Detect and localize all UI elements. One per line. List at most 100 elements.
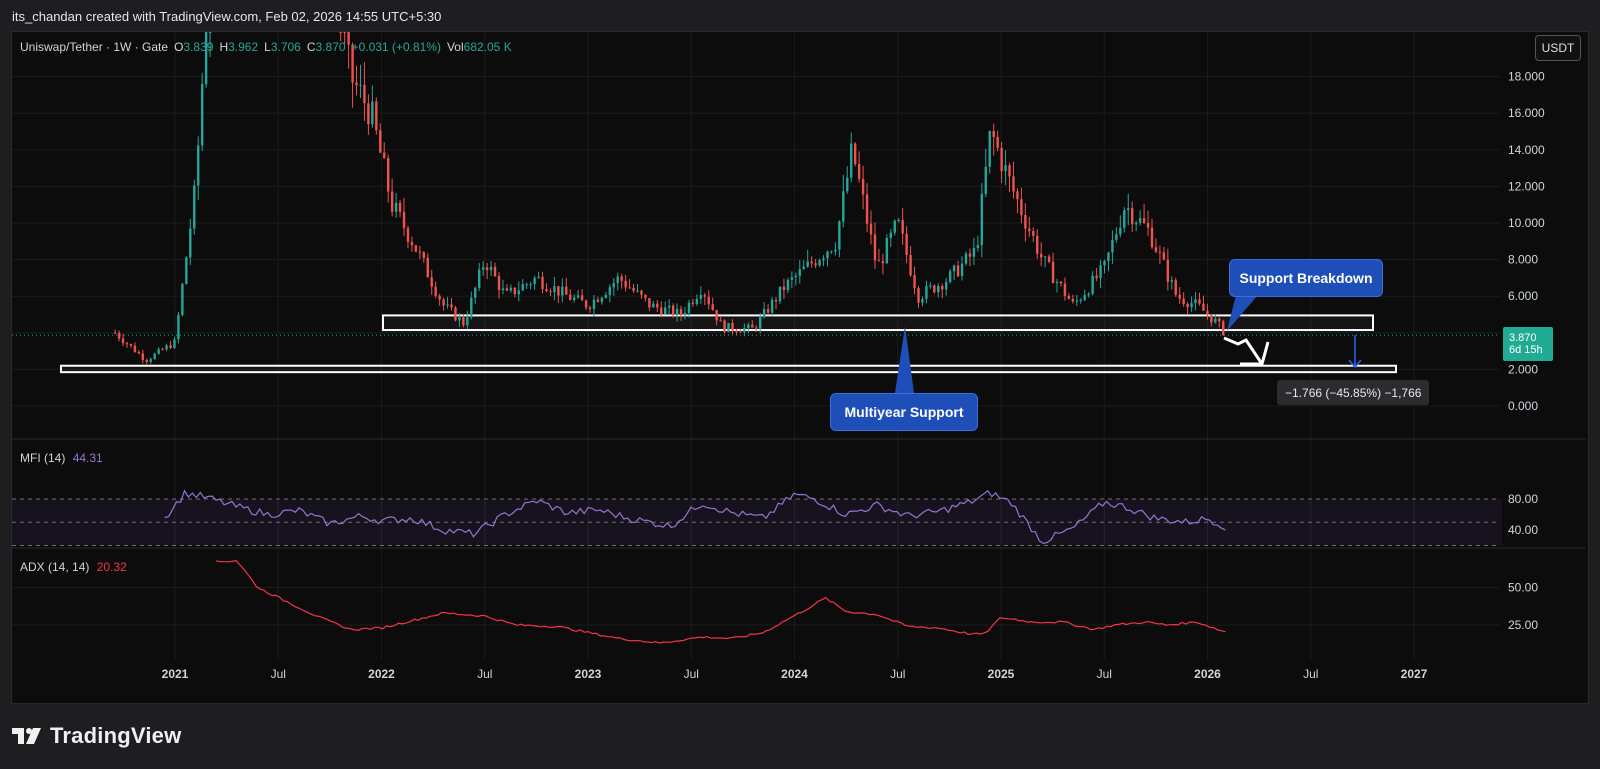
candle-body bbox=[770, 299, 774, 313]
candle-body bbox=[545, 289, 548, 292]
candle-body bbox=[1075, 300, 1079, 302]
candle-body bbox=[157, 349, 160, 354]
candle-body bbox=[1190, 303, 1193, 308]
candle-body bbox=[830, 251, 833, 253]
candle-body bbox=[129, 343, 133, 346]
candle-body bbox=[695, 298, 699, 304]
candle-body bbox=[822, 258, 825, 261]
adx-legend[interactable]: ADX (14, 14) 20.32 bbox=[20, 560, 127, 574]
candle-body bbox=[537, 276, 540, 278]
candle-body bbox=[394, 202, 398, 212]
candle-body bbox=[751, 324, 754, 328]
candle-body bbox=[1000, 147, 1003, 172]
candle-body bbox=[406, 228, 410, 242]
candle-body bbox=[842, 191, 845, 222]
candle-body bbox=[386, 158, 390, 192]
candle-body bbox=[588, 307, 592, 310]
candle-body bbox=[565, 286, 568, 295]
adx-tick-label: 50.00 bbox=[1508, 581, 1538, 595]
candle-body bbox=[1051, 261, 1055, 284]
candle-body bbox=[897, 219, 900, 221]
multiyear-support-callout[interactable]: Multiyear Support bbox=[830, 393, 978, 431]
candle-body bbox=[398, 202, 402, 212]
candle-body bbox=[363, 84, 366, 104]
candle-body bbox=[735, 330, 738, 332]
candle-body bbox=[667, 305, 671, 308]
tradingview-logo[interactable]: TradingView bbox=[12, 723, 181, 749]
y-tick-label: 18.000 bbox=[1508, 70, 1545, 84]
candle-body bbox=[727, 322, 730, 332]
candle-body bbox=[964, 253, 968, 264]
candle-body bbox=[1210, 314, 1213, 323]
candle-body bbox=[1103, 261, 1106, 266]
candle-body bbox=[402, 211, 406, 229]
legend-volume-label: Vol bbox=[446, 40, 464, 54]
candle-body bbox=[1067, 295, 1071, 300]
candle-body bbox=[937, 285, 940, 293]
candle-body bbox=[501, 288, 505, 291]
candle-body bbox=[584, 300, 588, 308]
candle-body bbox=[430, 277, 433, 287]
candle-body bbox=[810, 261, 813, 264]
chart-frame[interactable] bbox=[11, 31, 1589, 704]
candle-body bbox=[1024, 215, 1027, 229]
candle-body bbox=[1099, 265, 1102, 279]
candle-body bbox=[782, 286, 786, 291]
candle-body bbox=[1091, 275, 1094, 294]
candle-body bbox=[149, 359, 152, 362]
candle-body bbox=[438, 295, 441, 300]
candle-body bbox=[675, 308, 679, 316]
candle-body bbox=[941, 285, 944, 290]
candle-body bbox=[640, 290, 643, 295]
candle-body bbox=[988, 131, 991, 167]
candle-body bbox=[1194, 299, 1197, 304]
candle-body bbox=[948, 271, 952, 282]
candle-body bbox=[359, 84, 362, 86]
adx-tick-label: 25.00 bbox=[1508, 618, 1538, 632]
candle-body bbox=[200, 84, 204, 146]
candle-body bbox=[383, 152, 386, 159]
candle-body bbox=[442, 299, 445, 306]
candle-body bbox=[1214, 318, 1217, 323]
candle-body bbox=[679, 308, 683, 316]
tradingview-brand: TradingView bbox=[50, 723, 182, 748]
candle-body bbox=[513, 287, 517, 295]
candle-body bbox=[1107, 252, 1110, 262]
candle-body bbox=[169, 345, 172, 348]
candle-body bbox=[869, 223, 873, 235]
candle-body bbox=[145, 359, 148, 362]
candle-body bbox=[715, 309, 718, 321]
candle-body bbox=[1138, 218, 1142, 223]
candle-body bbox=[1008, 165, 1011, 177]
candle-body bbox=[497, 276, 501, 291]
candle-body bbox=[826, 251, 829, 259]
candle-body bbox=[580, 295, 584, 301]
candle-body bbox=[197, 145, 200, 186]
candle-body bbox=[481, 267, 485, 270]
candle-body bbox=[478, 269, 481, 288]
x-tick-label: 2022 bbox=[368, 667, 395, 681]
candle-body bbox=[794, 275, 798, 278]
candle-body bbox=[450, 304, 453, 308]
y-tick-label: 16.000 bbox=[1508, 106, 1545, 120]
x-tick-label: 2026 bbox=[1194, 667, 1221, 681]
support-breakdown-callout[interactable]: Support Breakdown bbox=[1229, 259, 1383, 297]
candle-body bbox=[683, 312, 687, 316]
candle-body bbox=[1198, 299, 1201, 304]
legend-symbol[interactable]: Uniswap/Tether · 1W · Gate bbox=[20, 40, 169, 54]
symbol-legend[interactable]: Uniswap/Tether · 1W · Gate O3.839 H3.962… bbox=[20, 40, 512, 54]
candle-body bbox=[1170, 280, 1173, 282]
measure-readout: −1.766 (−45.85%) −1,766 bbox=[1277, 380, 1430, 405]
currency-button[interactable]: USDT bbox=[1535, 35, 1581, 61]
candle-body bbox=[846, 177, 849, 192]
multiyear-support-pointer bbox=[895, 326, 914, 393]
candle-body bbox=[1059, 281, 1063, 284]
candle-body bbox=[739, 331, 742, 333]
candle-body bbox=[371, 101, 374, 125]
mfi-legend[interactable]: MFI (14) 44.31 bbox=[20, 451, 103, 465]
candle-body bbox=[762, 309, 766, 317]
candle-body bbox=[1036, 235, 1039, 254]
candle-body bbox=[755, 327, 758, 329]
x-tick-label: Jul bbox=[890, 667, 905, 681]
